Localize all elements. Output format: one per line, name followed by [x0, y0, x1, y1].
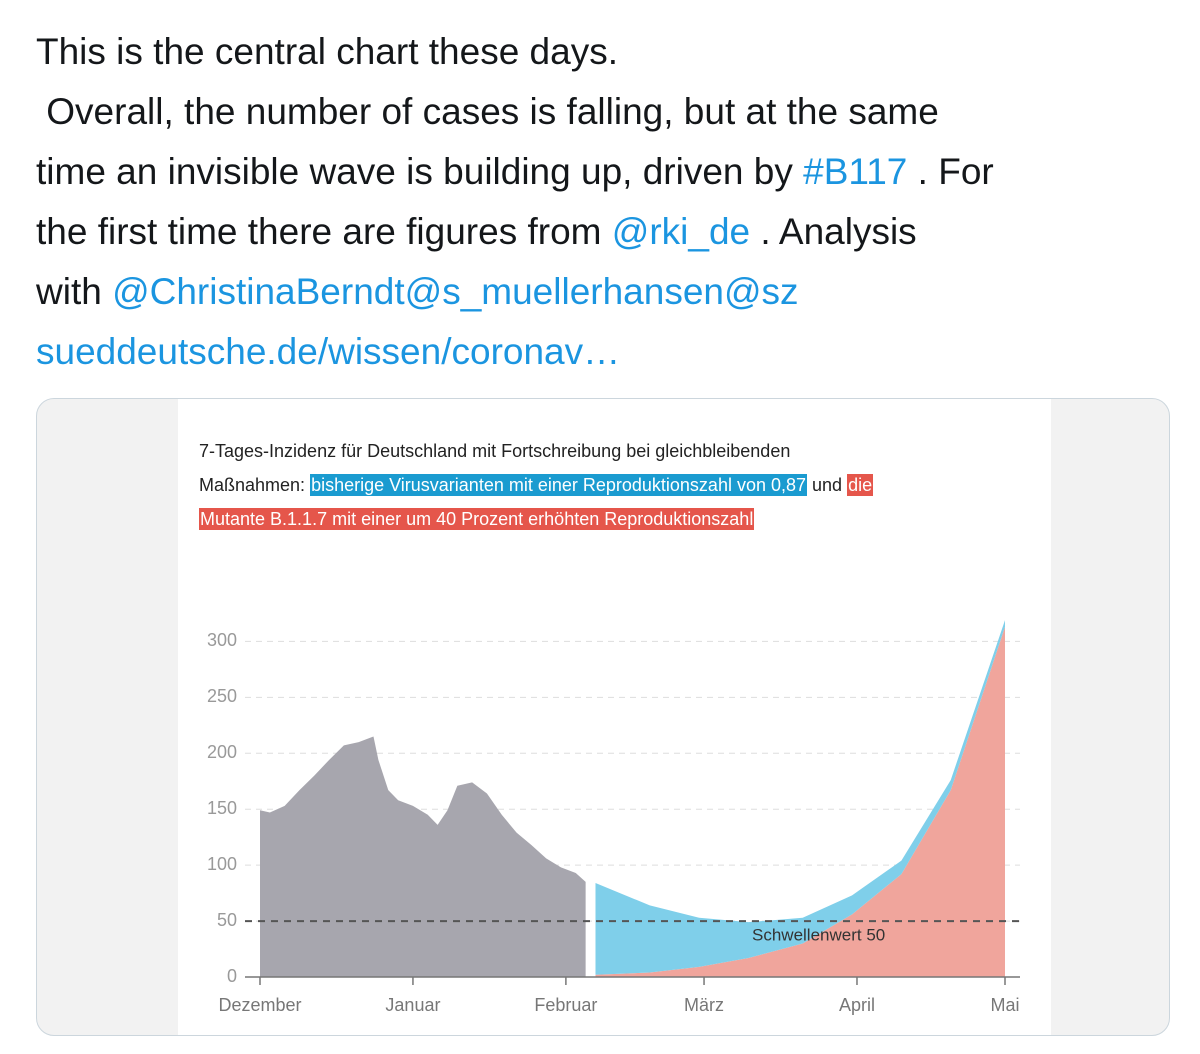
x-tick-label: Mai — [990, 995, 1019, 1015]
x-tick-label: April — [839, 995, 875, 1015]
text: Maßnahmen: — [199, 475, 311, 495]
text: 7-Tages-Inzidenz für Deutschland mit For… — [199, 441, 791, 461]
text-line: the first time there are figures from @r… — [36, 202, 1186, 262]
area — [595, 626, 1005, 977]
title-line: 7-Tages-Inzidenz für Deutschland mit For… — [199, 434, 1029, 468]
highlighted-text: die — [847, 474, 874, 496]
y-tick-label: 50 — [217, 910, 237, 930]
text-line: with @ChristinaBerndt@s_muellerhansen@sz — [36, 262, 1186, 322]
y-tick-label: 0 — [227, 966, 237, 986]
y-tick-label: 250 — [207, 686, 237, 706]
highlighted-text: Mutante B.1.1.7 mit einer um 40 Prozent … — [199, 508, 755, 530]
chart-title: 7-Tages-Inzidenz für Deutschland mit For… — [199, 434, 1029, 536]
text: . Analysis — [750, 211, 917, 252]
text: Overall, the number of cases is falling,… — [36, 91, 939, 132]
text-line: time an invisible wave is building up, d… — [36, 142, 1186, 202]
y-tick-label: 300 — [207, 630, 237, 650]
text: und — [807, 475, 848, 495]
x-tick-label: März — [684, 995, 724, 1015]
link[interactable]: @ChristinaBerndt@s_muellerhansen@sz — [112, 271, 799, 312]
title-line: Maßnahmen: bisherige Virusvarianten mit … — [199, 468, 1029, 502]
text: . For — [907, 151, 994, 192]
text: time an invisible wave is building up, d… — [36, 151, 804, 192]
text-line: Overall, the number of cases is falling,… — [36, 82, 1186, 142]
highlighted-text: bisherige Virusvarianten mit einer Repro… — [310, 474, 808, 496]
y-tick-label: 200 — [207, 742, 237, 762]
y-tick-label: 150 — [207, 798, 237, 818]
text: the first time there are figures from — [36, 211, 612, 252]
x-tick-label: Dezember — [218, 995, 301, 1015]
title-line: Mutante B.1.1.7 mit einer um 40 Prozent … — [199, 502, 1029, 536]
x-tick-label: Januar — [385, 995, 440, 1015]
link[interactable]: #B117 — [803, 151, 908, 192]
link[interactable]: @rki_de — [611, 211, 751, 252]
text-line: sueddeutsche.de/wissen/coronav… — [36, 322, 1186, 382]
text-line: This is the central chart these days. — [36, 22, 1186, 82]
text: with — [36, 271, 113, 312]
area — [260, 736, 586, 977]
annotation: Schwellenwert 50 — [752, 926, 885, 945]
text: This is the central chart these days. — [36, 31, 618, 72]
link[interactable]: sueddeutsche.de/wissen/coronav… — [36, 331, 621, 372]
area — [595, 620, 1005, 975]
x-tick-label: Februar — [534, 995, 597, 1015]
tweet-text: This is the central chart these days. Ov… — [36, 22, 1186, 382]
y-tick-label: 100 — [207, 854, 237, 874]
